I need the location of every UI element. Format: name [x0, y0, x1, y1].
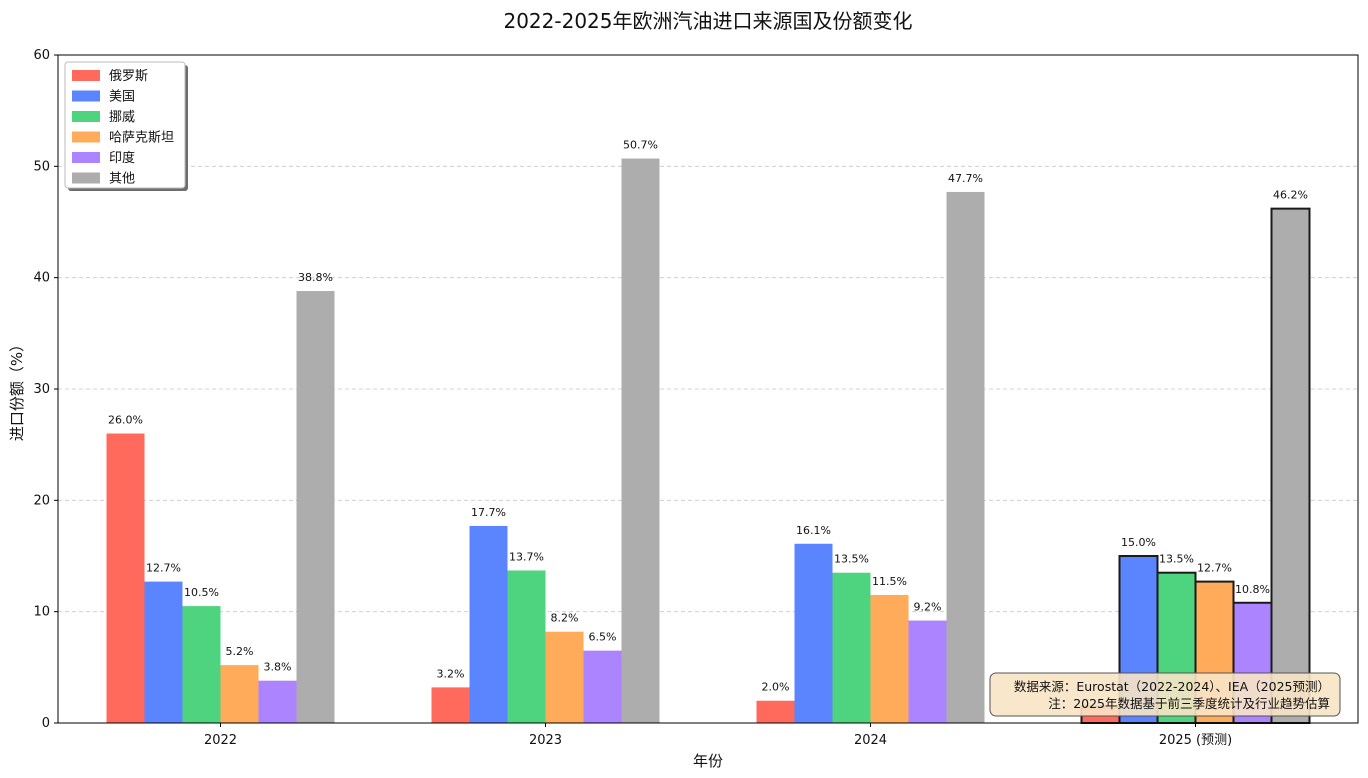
y-axis-label: 进口份额（%）	[8, 337, 26, 441]
note-estimate-text: 注：2025年数据基于前三季度统计及行业趋势估算	[1048, 696, 1330, 711]
bar	[545, 631, 584, 723]
legend-label: 美国	[109, 90, 135, 105]
x-tick-label: 2024	[854, 733, 887, 748]
y-tick-label: 60	[33, 48, 50, 63]
chart-title: 2022-2025年欧洲汽油进口来源国及份额变化	[503, 9, 912, 33]
bar	[870, 594, 909, 723]
data-label: 5.2%	[226, 645, 254, 658]
data-label: 26.0%	[108, 414, 143, 427]
legend-swatch	[72, 172, 100, 184]
data-label: 13.7%	[509, 550, 544, 563]
bar	[908, 620, 947, 723]
data-label: 3.2%	[437, 667, 465, 680]
y-tick-label: 30	[33, 382, 50, 397]
data-label: 17.7%	[471, 506, 506, 519]
data-label: 2.0%	[762, 681, 790, 694]
data-label: 6.5%	[589, 631, 617, 644]
bar	[946, 191, 985, 723]
bar	[832, 572, 871, 723]
legend-swatch	[72, 70, 100, 81]
data-label: 10.8%	[1235, 583, 1270, 596]
data-labels: 26.0%12.7%10.5%5.2%3.8%38.8%3.2%17.7%13.…	[108, 139, 1308, 694]
x-axis-label: 年份	[693, 752, 723, 770]
note-source-text: 数据来源：Eurostat（2022-2024）、IEA（2025预测）	[1014, 679, 1330, 694]
bar	[507, 570, 546, 723]
data-label: 47.7%	[948, 172, 983, 185]
y-tick-label: 50	[33, 159, 50, 174]
data-label: 15.0%	[1121, 536, 1156, 549]
source-note: 数据来源：Eurostat（2022-2024）、IEA（2025预测） 注：2…	[989, 672, 1341, 717]
y-tick-label: 0	[42, 716, 50, 731]
x-tick-label: 2025 (预测)	[1159, 733, 1232, 748]
legend-label: 哈萨克斯坦	[109, 131, 174, 146]
data-label: 11.5%	[872, 575, 907, 588]
legend-label: 印度	[109, 150, 135, 166]
data-label: 46.2%	[1273, 189, 1308, 202]
legend-swatch	[72, 111, 100, 122]
legend-swatch	[72, 131, 100, 143]
bar	[258, 680, 297, 723]
grid	[58, 165, 1358, 613]
bar	[144, 581, 183, 723]
data-label: 50.7%	[623, 139, 658, 152]
legend-label: 其他	[109, 172, 135, 187]
x-axis: 2022 2023 2024 2025 (预测)	[204, 723, 1232, 748]
y-tick-label: 40	[33, 271, 50, 286]
y-tick-label: 10	[33, 605, 50, 620]
bar	[1270, 207, 1311, 724]
bar	[469, 525, 508, 723]
bar	[621, 158, 660, 724]
data-label: 13.5%	[1159, 553, 1194, 566]
legend-label: 挪威	[109, 110, 135, 125]
data-label: 9.2%	[914, 601, 942, 614]
y-tick-label: 20	[33, 493, 50, 508]
legend-swatch	[72, 90, 100, 102]
bar	[431, 687, 470, 723]
bar	[296, 291, 335, 723]
data-label: 13.5%	[834, 553, 869, 566]
data-label: 10.5%	[184, 586, 219, 599]
legend-label: 俄罗斯	[109, 69, 148, 84]
x-tick-label: 2022	[204, 733, 237, 748]
data-label: 12.7%	[146, 562, 181, 575]
bar	[220, 665, 259, 723]
bar	[794, 543, 833, 723]
x-tick-label: 2023	[529, 733, 562, 748]
bar	[182, 606, 221, 723]
data-label: 16.1%	[796, 524, 831, 537]
bars	[106, 158, 1311, 725]
note-box	[989, 672, 1341, 717]
legend-swatch	[72, 152, 100, 163]
data-label: 38.8%	[298, 271, 333, 284]
data-label: 3.8%	[264, 661, 292, 674]
data-label: 8.2%	[551, 612, 579, 625]
bar	[106, 433, 145, 723]
bar	[583, 650, 622, 723]
y-axis: 0 10 20 30 40 50 60	[33, 48, 58, 731]
data-label: 12.7%	[1197, 562, 1232, 575]
bar	[756, 700, 795, 723]
